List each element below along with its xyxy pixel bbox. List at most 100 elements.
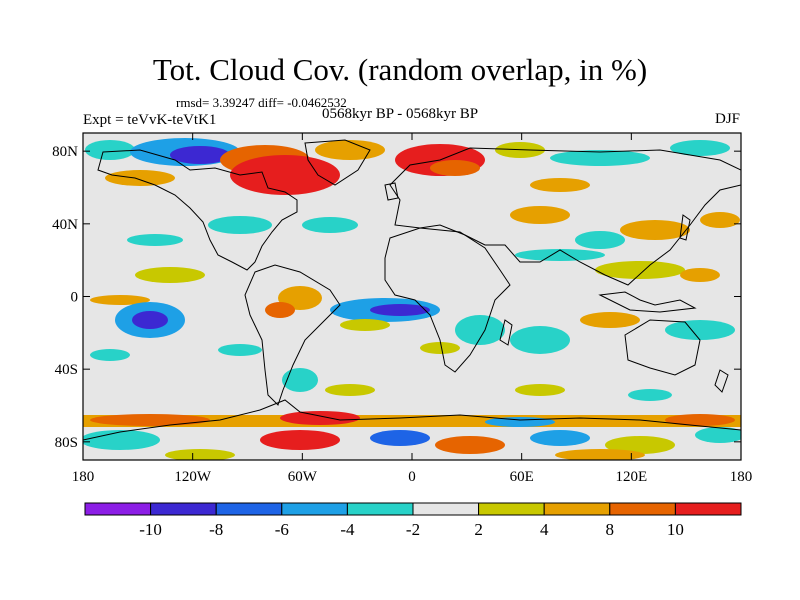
cloud-anomaly-fields — [83, 138, 741, 460]
anomaly-patch — [260, 430, 340, 450]
anomaly-patch — [510, 326, 570, 354]
map-title: Tot. Cloud Cov. (random overlap, in %) — [152, 52, 648, 87]
colorbar-box — [412, 502, 480, 516]
coastline-new-zealand — [714, 369, 729, 393]
anomaly-patch — [575, 231, 625, 249]
colorbar-tick-label: 2 — [474, 520, 483, 539]
lat-tick-label: 0 — [71, 290, 79, 306]
anomaly-patch — [315, 140, 385, 160]
anomaly-patch — [700, 212, 740, 228]
anomaly-patch — [605, 436, 675, 454]
anomaly-patch — [430, 160, 480, 176]
colorbar-box — [674, 502, 742, 516]
lat-axis: 80N 40N 0 40S 80S — [52, 144, 741, 451]
anomaly-patch — [90, 295, 150, 305]
lat-tick-label: 40N — [52, 217, 78, 233]
coastline-greenland — [304, 139, 371, 186]
experiment-label: Expt = teVvK-teVtK1 — [83, 112, 217, 128]
anomaly-patch — [580, 312, 640, 328]
lon-tick-label: 0 — [408, 469, 416, 485]
lon-tick-label: 60E — [510, 469, 534, 485]
lon-tick-label: 120W — [174, 469, 212, 485]
colorbar-tick-label: 10 — [667, 520, 684, 539]
anomaly-patch — [515, 384, 565, 396]
colorbar-box — [215, 502, 283, 516]
anomaly-patch — [550, 150, 650, 166]
anomaly-patch — [665, 320, 735, 340]
lat-tick-label: 80N — [52, 144, 78, 160]
anomaly-patch — [90, 414, 210, 426]
anomaly-patch — [370, 304, 430, 316]
lon-axis: 180 120W 60W 0 60E 120E 180 — [72, 133, 753, 485]
lon-tick-label: 180 — [72, 469, 95, 485]
map-panel — [83, 133, 741, 460]
anomaly-patch — [515, 249, 605, 261]
colorbar-tick-label: 4 — [540, 520, 549, 539]
anomaly-patch — [530, 430, 590, 446]
coastline-maritime-asia — [598, 291, 697, 313]
colorbar-box — [346, 502, 414, 516]
coastline-madagascar — [499, 319, 513, 346]
coastline-japan — [679, 214, 691, 241]
colorbar-box — [543, 502, 611, 516]
anomaly-patch — [132, 311, 168, 329]
anomaly-patch — [325, 384, 375, 396]
colorbar-tick-label: -6 — [275, 520, 289, 539]
anomaly-patch — [135, 267, 205, 283]
anomaly-patch — [510, 206, 570, 224]
anomaly-patch — [280, 411, 360, 425]
anomaly-patch — [370, 430, 430, 446]
anomaly-patch — [455, 315, 505, 345]
colorbar: -10 -8 -6 -4 -2 2 4 8 10 — [84, 502, 742, 539]
anomaly-patch — [530, 178, 590, 192]
coastline-australia — [624, 319, 701, 376]
anomaly-patch — [665, 414, 735, 426]
anomaly-patch — [170, 146, 230, 164]
anomaly-patch — [208, 216, 272, 234]
anomaly-patch — [620, 220, 690, 240]
anomaly-patch — [265, 302, 295, 318]
lon-tick-label: 180 — [730, 469, 753, 485]
anomaly-patch — [628, 389, 672, 401]
colorbar-box — [84, 502, 152, 516]
anomaly-patch — [340, 319, 390, 331]
anomaly-patch — [165, 449, 235, 460]
colorbar-tick-label: -10 — [139, 520, 162, 539]
colorbar-box — [150, 502, 217, 516]
colorbar-tick-label: -2 — [406, 520, 420, 539]
coastline-north-america — [97, 149, 298, 271]
anomaly-patch — [105, 170, 175, 186]
colorbar-box — [478, 502, 545, 516]
period-label: 0568kyr BP - 0568kyr BP — [322, 106, 479, 122]
anomaly-patch — [230, 155, 340, 195]
anomaly-patch — [435, 436, 505, 454]
anomaly-patch — [420, 342, 460, 354]
coastline-uk — [384, 182, 399, 201]
lat-tick-label: 80S — [55, 435, 78, 451]
colorbar-tick-label: 8 — [606, 520, 615, 539]
colorbar-box — [609, 502, 676, 516]
coastline-south-america — [244, 264, 341, 406]
anomaly-patch — [282, 368, 318, 392]
lon-tick-label: 60W — [288, 469, 318, 485]
anomaly-patch — [485, 417, 555, 427]
colorbar-box — [281, 502, 348, 516]
anomaly-patch — [90, 349, 130, 361]
coastline-africa — [384, 227, 511, 373]
coastlines — [83, 139, 741, 441]
map-background — [83, 133, 741, 460]
anomaly-patch — [695, 427, 741, 443]
anomaly-patch — [555, 449, 645, 460]
anomaly-patch — [595, 261, 685, 279]
colorbar-tick-label: -8 — [209, 520, 223, 539]
lon-tick-label: 120E — [615, 469, 647, 485]
anomaly-patch — [85, 140, 135, 160]
anomaly-patch — [218, 344, 262, 356]
anomaly-patch — [302, 217, 358, 233]
lat-tick-label: 40S — [55, 362, 78, 378]
anomaly-patch — [680, 268, 720, 282]
rmsd-diff-stats: rmsd= 3.39247 diff= -0.0462532 — [176, 95, 347, 110]
season-label: DJF — [714, 111, 740, 127]
anomaly-patch — [670, 140, 730, 156]
